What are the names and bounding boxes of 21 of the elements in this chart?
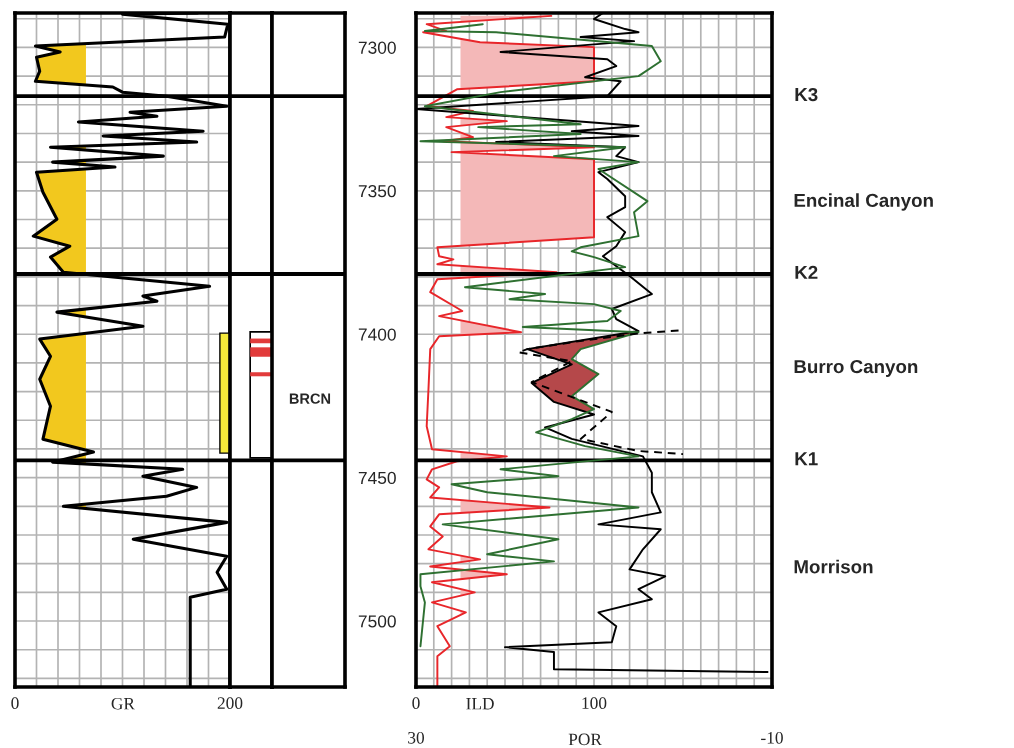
y-tick-label: 7400 <box>358 328 396 341</box>
x2-axis-title: POR <box>568 733 602 746</box>
y-tick-label: 7450 <box>358 471 396 485</box>
text: Encinal Canyon <box>794 193 933 211</box>
text: Burro Canyon <box>794 359 918 377</box>
y-tick-label: 7300 <box>358 41 396 54</box>
y-tick-label: 7350 <box>358 184 396 198</box>
x-tick-label: 200 <box>217 697 243 709</box>
text: BRCN <box>289 393 331 404</box>
y-tick-label: 7500 <box>358 615 396 628</box>
x2-tick-label: 30 <box>408 731 425 744</box>
x-axis-title: GR <box>111 697 135 710</box>
x-tick-label: 100 <box>582 697 607 709</box>
x-axis-title: ILD <box>466 698 494 710</box>
x-tick-label: 0 <box>412 697 420 709</box>
x-tick-label: 0 <box>11 697 19 709</box>
ref-line-label: K3 <box>795 87 818 102</box>
text: Morrison <box>794 559 873 574</box>
ref-line-label: K2 <box>795 265 818 279</box>
ref-line-label: K1 <box>795 452 818 466</box>
x2-tick-label: -10 <box>761 731 783 744</box>
